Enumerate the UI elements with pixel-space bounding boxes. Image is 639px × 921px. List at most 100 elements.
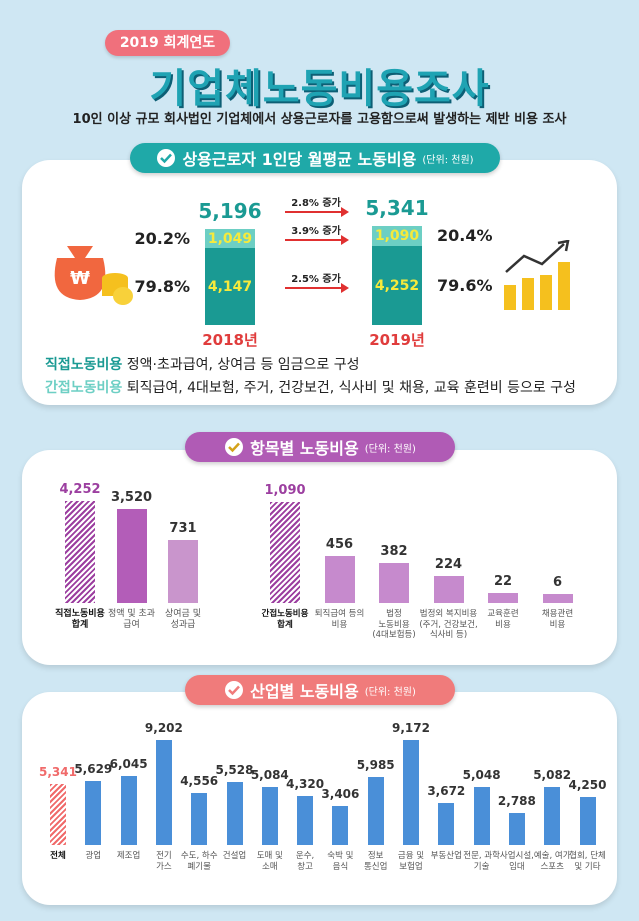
value-label: 6,045 [109,757,148,772]
unit: (단위: 천원) [364,686,416,698]
share-label: 79.6% [437,275,493,295]
value-label: 22 [493,574,513,590]
section-title: 산업별 노동비용 [250,682,359,701]
main-title: 기업체노동비용조사 [149,66,490,112]
check-icon [157,149,176,167]
bar [168,539,198,603]
share-label: 79.8% [134,276,190,296]
legend: 직접노동비용 정액·초과급여, 상여금 등 임금으로 구성 간접노동비용 퇴직급… [45,354,576,400]
value-label: 382 [380,543,408,559]
category-label: 2019년 [369,331,425,349]
category-label: 협회, 단체 및 기타 [569,851,606,872]
growth-label: 2.5% 증가 [291,273,341,285]
growth-label: 2.8% 증가 [291,197,341,209]
category-label: 법정 노동비용 (4대보험등) [372,609,416,641]
check-icon [225,438,244,456]
unit: (단위: 천원) [422,154,474,166]
value-label: 5,528 [215,762,254,777]
bar [155,740,172,845]
legend-description: 퇴직급여, 4대보험, 주거, 건강보건, 식사비 및 채용, 교육 훈련비 등… [126,380,576,396]
bar [332,806,349,845]
section-heading: 산업별 노동비용 (단위: 천원) [185,675,455,705]
bar [261,787,278,845]
bar [473,787,490,845]
value-label: 224 [434,556,463,572]
bar [488,593,518,603]
category-label: 직접노동비용 합계 [55,609,105,631]
category-label: 상여금 및 성과급 [165,609,201,631]
bar [120,776,137,845]
bar-segment [205,248,255,325]
value-label: 5,082 [533,768,572,783]
growth-arrow [285,206,349,217]
value-label: 4,252 [374,277,420,294]
value-label: 3,520 [110,490,153,506]
bar [579,796,596,845]
category-label: 전체 [50,851,66,861]
category-label: 교육훈련 비용 [487,609,519,630]
legend-item: 직접노동비용 정액·초과급여, 상여금 등 임금으로 구성 [45,354,576,377]
category-label: 정보 통신업 [363,851,388,872]
section-title: 상용근로자 1인당 월평균 노동비용 [182,150,417,169]
check-icon [225,681,244,699]
value-label: 6 [552,575,563,591]
value-label: 3,406 [321,787,360,802]
share-label: 20.4% [437,226,493,246]
bar [379,562,409,603]
growth-label: 3.9% 증가 [291,225,341,237]
section-heading: 상용근로자 1인당 월평균 노동비용 (단위: 천원) [130,143,500,173]
bar [544,787,561,845]
bar [324,556,355,603]
share-label: 20.2% [134,228,190,248]
money-icon: ₩ [54,246,133,305]
value-label: 9,172 [392,721,430,736]
legend-name: 간접노동비용 [45,380,123,396]
category-label: 부동산업 [430,851,462,861]
bar-segment [205,228,255,249]
value-label: 5,084 [250,768,289,783]
value-label: 456 [325,537,354,553]
legend-description: 정액·초과급여, 상여금 등 임금으로 구성 [126,357,360,373]
category-label: 광업 [85,851,102,861]
value-label: 5,048 [462,768,501,783]
year-badge: 2019 회계연도 [105,30,230,56]
growth-arrow [285,234,349,245]
bar [85,780,102,845]
value-label: 5,629 [74,761,113,776]
value-label: 2,788 [497,794,536,809]
value-label: 1,090 [264,483,306,499]
category-label: 금융 및 보험업 [397,851,425,872]
value-label: 5,985 [356,757,395,772]
bar [508,813,525,845]
value-label: 1,049 [207,230,253,247]
category-label: 법정외 복지비용 (주거, 건강보건, 식사비 등) [419,609,478,641]
value-label: 9,202 [144,721,183,736]
category-label: 수도, 하수 폐기물 [180,851,218,872]
value-label: 4,147 [207,278,253,295]
category-label: 2018년 [202,331,258,349]
bar [297,795,314,845]
growth-icon [504,240,570,310]
value-label: 4,250 [568,777,607,792]
bar [367,776,384,845]
bar [191,793,208,845]
bar [50,784,66,845]
bar-segment [372,226,422,247]
section-heading: 항목별 노동비용 (단위: 천원) [185,432,455,462]
category-label: 운수, 창고 [295,851,315,872]
value-label: 3,672 [427,784,466,799]
bar [226,781,243,845]
bar-segment [372,246,422,325]
category-label: 사업시설, 임대 [499,851,534,872]
bar [65,501,95,603]
svg-text:₩: ₩ [70,268,90,289]
category-label: 숙박 및 음식 [327,851,354,872]
category-label: 정액 및 초과 급여 [107,609,156,631]
value-label: 4,252 [59,482,101,498]
category-label: 제조업 [116,851,141,861]
category-label: 간접노동비용 합계 [261,609,309,630]
category-label: 예술, 여가 스포츠 [533,851,571,872]
bar [542,594,573,603]
bar [433,575,464,603]
